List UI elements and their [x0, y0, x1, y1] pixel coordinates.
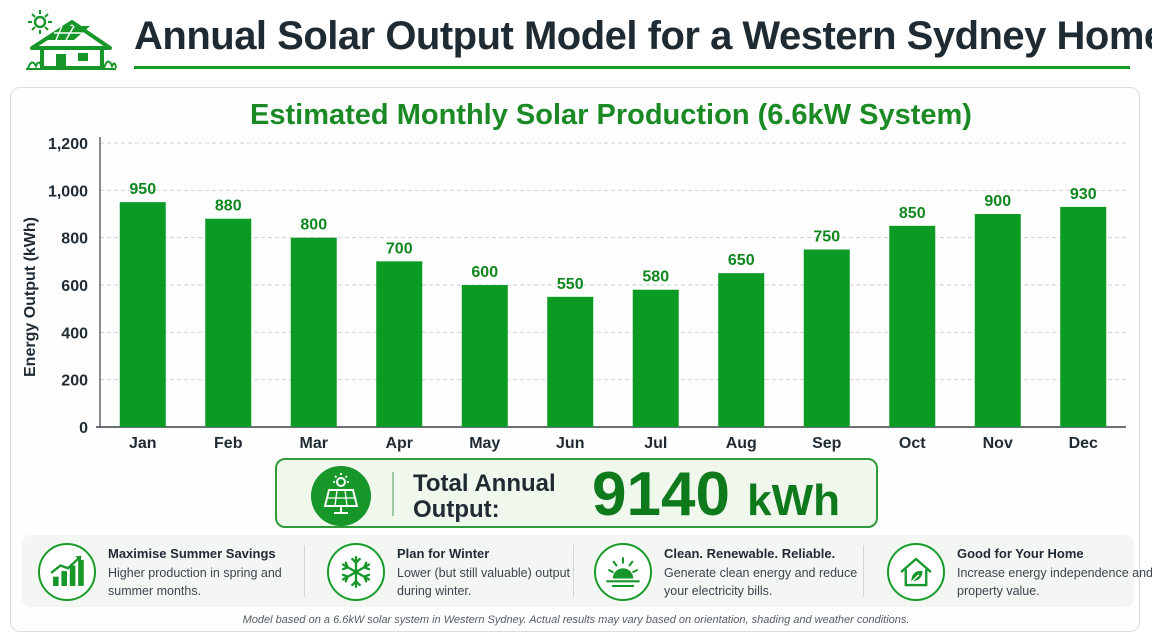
x-tick-label: May: [469, 435, 500, 452]
sunrise-icon: [594, 543, 652, 601]
x-tick-label: Oct: [899, 435, 926, 452]
y-tick-label: 0: [79, 420, 88, 437]
footnote: Model based on a 6.6kW solar system in W…: [242, 614, 910, 626]
total-unit: kWh: [747, 476, 841, 525]
bar: [718, 273, 765, 427]
feature-clean-renewable: Clean. Renewable. Reliable. Generate cle…: [594, 535, 864, 607]
page-header: Annual Solar Output Model for a Western …: [0, 0, 1152, 78]
y-axis-label: Energy Output (kWh): [22, 217, 39, 377]
data-label: 950: [129, 181, 156, 198]
bar: [803, 249, 850, 427]
bar: [290, 237, 337, 427]
feature-text: Generate clean energy and reduce your el…: [664, 566, 858, 598]
x-tick-label: Jan: [129, 435, 157, 452]
data-label: 750: [813, 229, 840, 246]
data-label: 580: [642, 269, 669, 286]
y-tick-label: 1,200: [48, 136, 88, 153]
feature-title: Good for Your Home: [957, 546, 1084, 561]
feature-title: Maximise Summer Savings: [108, 546, 276, 561]
chart-title: Estimated Monthly Solar Production (6.6k…: [250, 99, 972, 131]
bar: [632, 289, 679, 427]
total-annual-output-box: Total Annual Output: 9140 kWh: [275, 458, 878, 528]
y-tick-label: 400: [61, 325, 88, 342]
feature-divider: [863, 545, 864, 597]
solar-panel-sun-icon: [311, 466, 371, 526]
feature-strip: Maximise Summer Savings Higher productio…: [22, 535, 1152, 607]
data-label: 600: [471, 264, 498, 281]
bar: [1060, 206, 1107, 427]
feature-text: Increase energy independence and propert…: [957, 566, 1152, 598]
x-tick-label: Nov: [983, 435, 1013, 452]
x-tick-label: Mar: [300, 435, 328, 452]
feature-summer-savings: Maximise Summer Savings Higher productio…: [38, 535, 308, 607]
feature-title: Plan for Winter: [397, 546, 490, 561]
eco-home-icon: [887, 543, 945, 601]
total-number: 9140: [592, 460, 730, 529]
x-tick-label: Jul: [644, 435, 667, 452]
bar: [889, 225, 936, 427]
total-label: Total Annual Output:: [413, 470, 556, 523]
data-label: 880: [215, 198, 242, 215]
feature-good-for-home: Good for Your Home Increase energy indep…: [887, 535, 1152, 607]
snowflake-icon: [327, 543, 385, 601]
feature-divider: [304, 545, 305, 597]
solar-house-icon: [26, 10, 117, 70]
bar: [376, 261, 423, 427]
feature-text: Lower (but still valuable) output during…: [397, 566, 571, 598]
x-tick-label: Aug: [726, 435, 757, 452]
x-tick-label: Jun: [556, 435, 584, 452]
y-tick-label: 600: [61, 278, 88, 295]
data-label: 930: [1070, 186, 1097, 203]
x-tick-label: Feb: [214, 435, 243, 452]
feature-title: Clean. Renewable. Reliable.: [664, 546, 836, 561]
feature-plan-winter: Plan for Winter Lower (but still valuabl…: [327, 535, 587, 607]
x-tick-label: Apr: [385, 435, 413, 452]
monthly-production-chart: Estimated Monthly Solar Production (6.6k…: [22, 99, 1126, 452]
bar: [974, 214, 1021, 427]
bar: [461, 285, 508, 427]
bar: [547, 296, 594, 427]
y-tick-label: 800: [61, 231, 88, 248]
page-title: Annual Solar Output Model for a Western …: [134, 14, 1152, 58]
data-label: 900: [984, 193, 1011, 210]
feature-divider: [573, 545, 574, 597]
total-divider: [392, 472, 394, 516]
data-label: 550: [557, 276, 584, 293]
data-label: 850: [899, 205, 926, 222]
data-label: 700: [386, 240, 413, 257]
title-underline: [134, 66, 1130, 69]
x-tick-label: Sep: [812, 435, 842, 452]
y-tick-label: 1,000: [48, 183, 88, 200]
data-label: 800: [300, 217, 327, 234]
y-tick-label: 200: [61, 373, 88, 390]
feature-text: Higher production in spring and summer m…: [108, 566, 282, 598]
total-value: 9140 kWh: [592, 462, 840, 534]
x-tick-label: Dec: [1069, 435, 1098, 452]
bar: [119, 202, 166, 427]
data-label: 650: [728, 252, 755, 269]
growth-chart-icon: [38, 543, 96, 601]
bar: [205, 218, 252, 427]
